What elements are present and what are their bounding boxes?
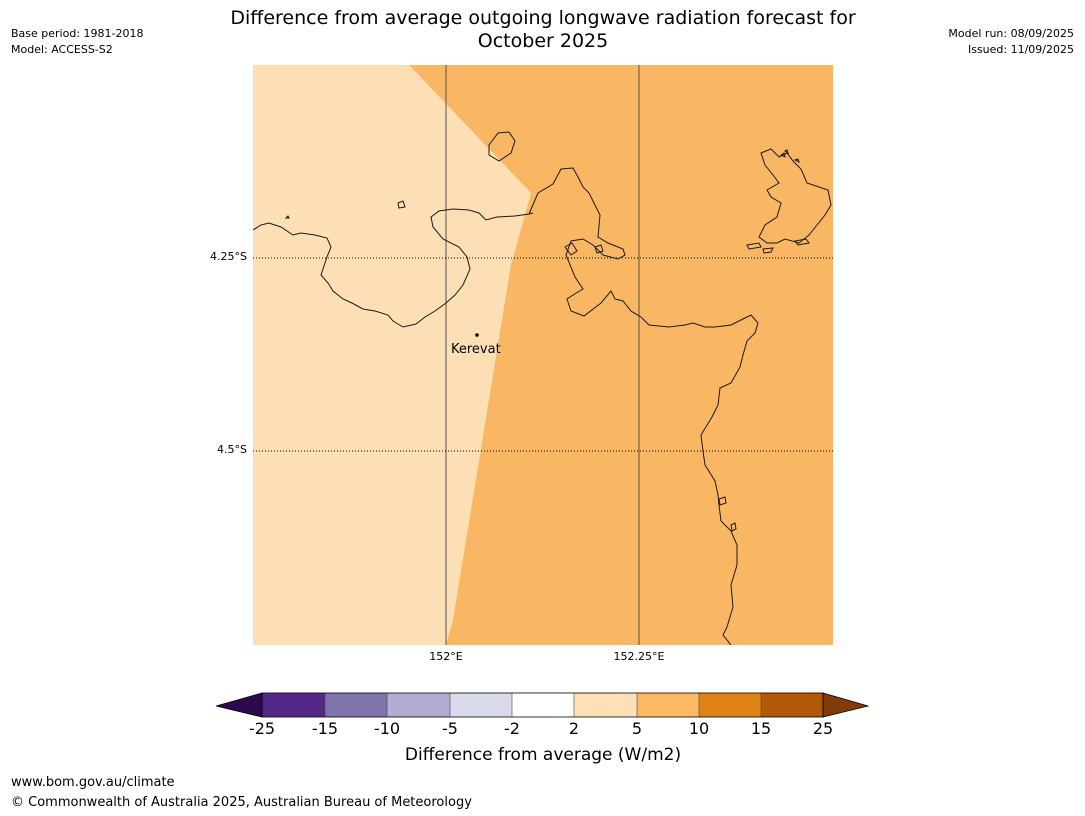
colorbar-segment-8 bbox=[699, 693, 761, 717]
colorbar-tick: -25 bbox=[248, 719, 276, 738]
colorbar-tick: -15 bbox=[311, 719, 339, 738]
footer-copyright: © Commonwealth of Australia 2025, Austra… bbox=[11, 795, 472, 810]
colorbar-under-arrow bbox=[216, 692, 263, 718]
place-label-kerevat: Kerevat bbox=[451, 342, 501, 357]
issued-text: Issued: 11/09/2025 bbox=[967, 43, 1074, 56]
colorbar bbox=[216, 692, 870, 718]
map-frame bbox=[253, 65, 833, 645]
lat-label-4-5s: 4.5°S bbox=[217, 443, 247, 456]
anomaly-band-5-10 bbox=[409, 65, 833, 645]
title-line-1: Difference from average outgoing longwav… bbox=[230, 7, 856, 29]
colorbar-tick: -5 bbox=[442, 719, 458, 738]
colorbar-segment-7 bbox=[637, 693, 699, 717]
lat-label-4-25s: 4.25°S bbox=[210, 250, 247, 263]
colorbar-segment-4 bbox=[450, 693, 512, 717]
colorbar-segment-9 bbox=[761, 693, 823, 717]
colorbar-segment-6 bbox=[574, 693, 637, 717]
base-period-text: Base period: 1981-2018 bbox=[11, 27, 144, 40]
colorbar-segment-1 bbox=[262, 693, 325, 717]
colorbar-label: Difference from average (W/m2) bbox=[404, 745, 682, 765]
map-title: Difference from average outgoing longwav… bbox=[190, 7, 896, 53]
lon-label-152e: 152°E bbox=[429, 650, 463, 663]
lon-label-152-25e: 152.25°E bbox=[613, 650, 665, 663]
colorbar-tick: 25 bbox=[812, 719, 834, 738]
colorbar-tick: 10 bbox=[688, 719, 710, 738]
colorbar-segment-3 bbox=[387, 693, 450, 717]
colorbar-tick: 2 bbox=[568, 719, 580, 738]
model-run-text: Model run: 08/09/2025 bbox=[948, 27, 1074, 40]
title-line-2: October 2025 bbox=[477, 30, 609, 52]
colorbar-tick: 15 bbox=[750, 719, 772, 738]
map-svg bbox=[253, 65, 833, 645]
colorbar-segment-5 bbox=[512, 693, 574, 717]
coastline bbox=[253, 131, 832, 645]
footer-url: www.bom.gov.au/climate bbox=[11, 775, 175, 790]
colorbar-outline bbox=[261, 692, 824, 718]
colorbar-tick: -2 bbox=[504, 719, 520, 738]
colorbar-segment-2 bbox=[325, 693, 387, 717]
colorbar-dividers bbox=[324, 693, 762, 717]
meta-right: Model run: 08/09/2025 Issued: 11/09/2025 bbox=[948, 26, 1074, 58]
model-text: Model: ACCESS-S2 bbox=[11, 43, 113, 56]
meta-left: Base period: 1981-2018 Model: ACCESS-S2 bbox=[11, 26, 143, 58]
colorbar-tick: -10 bbox=[373, 719, 401, 738]
colorbar-over-arrow bbox=[822, 692, 870, 718]
kerevat-marker bbox=[475, 333, 479, 337]
colorbar-tick: 5 bbox=[631, 719, 643, 738]
